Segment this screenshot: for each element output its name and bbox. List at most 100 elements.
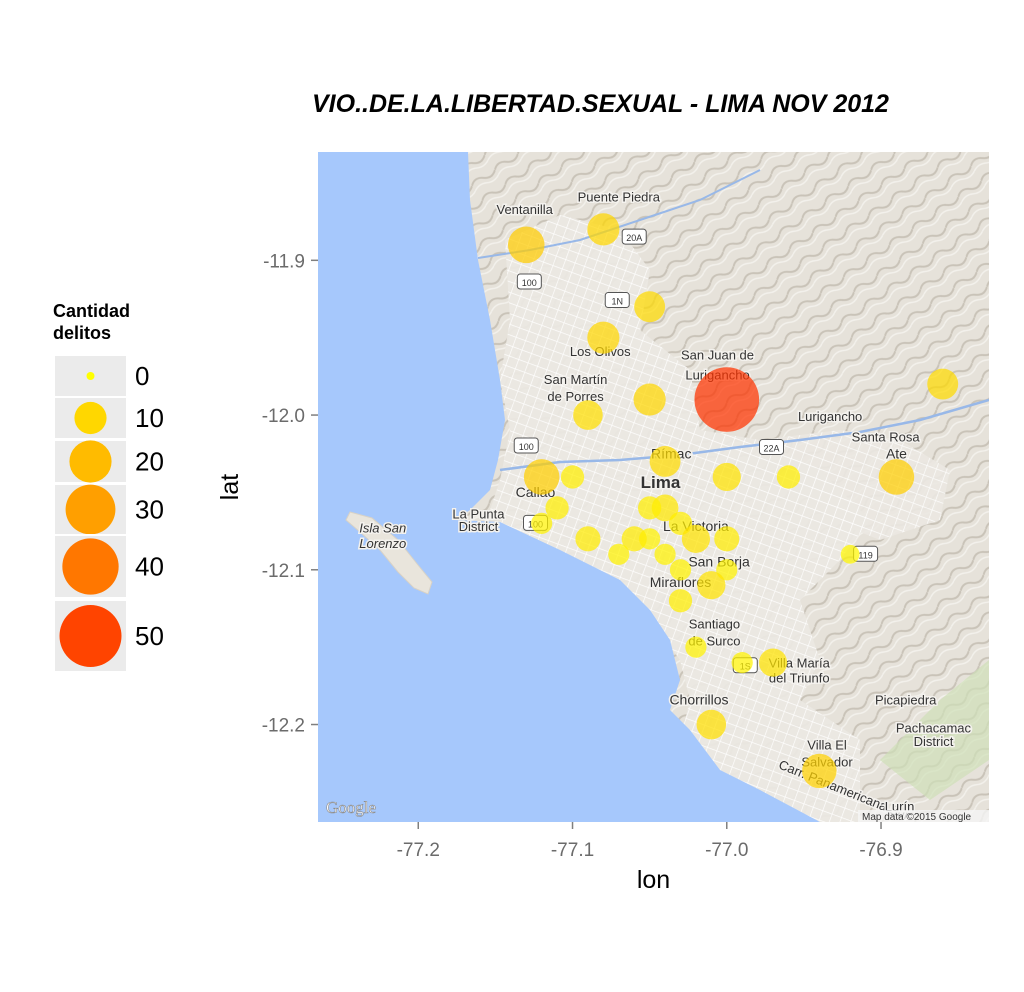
legend-title: Cantidad delitos xyxy=(53,300,130,344)
crime-point xyxy=(685,636,707,658)
plot-title: VIO..DE.LA.LIBERTAD.SEXUAL - LIMA NOV 20… xyxy=(312,90,889,118)
place-label-halo: del Triunfo xyxy=(769,671,830,686)
place-label-halo: Isla San xyxy=(359,521,406,536)
place-label-halo: Santa Rosa xyxy=(852,429,921,444)
crime-point xyxy=(587,213,620,246)
crime-point xyxy=(545,496,569,520)
place-label: Ate xyxy=(886,445,907,461)
place-label: Miraflores xyxy=(650,574,711,590)
x-tick-label: -77.2 xyxy=(397,840,440,861)
crime-point xyxy=(716,559,738,581)
x-tick-label: -77.1 xyxy=(551,840,594,861)
crime-point xyxy=(714,526,740,552)
road-shield xyxy=(516,273,542,290)
crime-point xyxy=(523,459,560,495)
place-label: Puente Piedra xyxy=(578,190,661,205)
legend-title-line1: Cantidad xyxy=(53,301,131,321)
place-label: San Martín xyxy=(544,372,608,387)
place-label: Santa Rosa xyxy=(852,429,921,444)
place-label: Isla San xyxy=(359,521,406,536)
axes: -77.2 -77.1 -77.0 -76.9 -11.9 -12.0 -12.1 -12.2… xyxy=(216,251,903,894)
crime-point xyxy=(669,559,692,581)
crime-point xyxy=(878,459,915,495)
crime-point xyxy=(696,709,727,740)
east-urban-area xyxy=(760,430,950,540)
place-label: Lurigancho xyxy=(798,409,862,424)
place-label: Villa El xyxy=(807,737,847,752)
place-label: Pachacamac xyxy=(896,720,972,735)
legend-key-circle xyxy=(59,605,122,667)
y-tick-label: -11.9 xyxy=(263,251,305,272)
y-tick-label: -12.1 xyxy=(262,561,305,582)
legend-key-circle xyxy=(65,484,116,535)
x-axis-title: lon xyxy=(637,866,670,894)
attribution-bg xyxy=(858,810,989,822)
place-label: de Porres xyxy=(547,389,604,404)
legend-key-circle xyxy=(86,372,95,380)
google-logo: Google xyxy=(326,798,376,817)
isla-san-lorenzo xyxy=(345,511,433,595)
place-label: La Punta xyxy=(452,507,505,522)
crime-point xyxy=(694,367,760,432)
place-label: Santiago xyxy=(689,617,740,632)
road-shield xyxy=(621,228,647,245)
crime-point xyxy=(608,543,630,565)
crime-point xyxy=(758,648,788,677)
ocean xyxy=(318,152,820,822)
place-label-halo: Lurigancho xyxy=(798,409,862,424)
place-label-halo: La Punta xyxy=(452,507,505,522)
place-label: District xyxy=(914,734,954,749)
crime-point xyxy=(681,524,711,553)
crime-point xyxy=(587,321,620,354)
legend-key-circle xyxy=(62,538,119,595)
crime-point xyxy=(560,465,585,489)
rimac-river xyxy=(499,398,989,472)
crime-point xyxy=(649,446,681,477)
place-label: San Juan de xyxy=(681,347,754,362)
crime-point xyxy=(633,383,666,416)
road-shield xyxy=(513,437,539,454)
crime-point xyxy=(638,496,662,520)
road-shield-label: 22A xyxy=(763,444,779,454)
road-shield-label: 20A xyxy=(626,233,642,243)
place-label-halo: Miraflores xyxy=(650,574,711,590)
place-label: District xyxy=(459,519,499,534)
x-tick-label: -77.0 xyxy=(705,840,748,861)
road-shield-label: 119 xyxy=(858,550,872,560)
place-label-halo: Pachacamac xyxy=(896,720,972,735)
y-axis-title: lat xyxy=(216,474,244,500)
place-label: Lorenzo xyxy=(359,536,406,551)
place-label: Picapiedra xyxy=(875,692,937,707)
road-shield-label: 100 xyxy=(519,442,534,452)
y-tick-label: -12.0 xyxy=(262,406,305,427)
crime-point xyxy=(731,652,753,674)
crime-point xyxy=(995,684,1014,703)
road-shield-label: 100 xyxy=(522,278,537,288)
crime-point xyxy=(697,571,726,600)
legend-label: 50 xyxy=(135,621,164,651)
crime-point xyxy=(634,291,666,323)
place-label-halo: Picapiedra xyxy=(875,692,937,707)
legend-key-circle xyxy=(74,401,107,435)
crime-point xyxy=(531,512,553,534)
legend-title-line2: delitos xyxy=(53,323,112,343)
crime-point xyxy=(654,543,676,565)
place-label-halo: Ventanilla xyxy=(497,202,554,217)
crime-point xyxy=(802,753,837,789)
size-legend: 0 10 20 30 40 50 xyxy=(53,354,164,673)
crime-point xyxy=(507,226,545,264)
place-label: del Triunfo xyxy=(769,671,830,686)
place-label-halo: Ate xyxy=(886,445,907,461)
crime-point xyxy=(840,544,860,564)
crime-point xyxy=(668,589,693,613)
place-label-halo: Santiago xyxy=(689,617,740,632)
place-label-halo: Lorenzo xyxy=(359,536,406,551)
place-label: Chorrillos xyxy=(669,691,728,707)
legend-label: 30 xyxy=(135,495,164,525)
legend-label: 10 xyxy=(135,403,164,433)
road-shield xyxy=(604,292,630,309)
place-label-halo: San Martín xyxy=(544,372,608,387)
place-label-halo: San Juan de xyxy=(681,347,754,362)
place-label: Ventanilla xyxy=(497,202,554,217)
